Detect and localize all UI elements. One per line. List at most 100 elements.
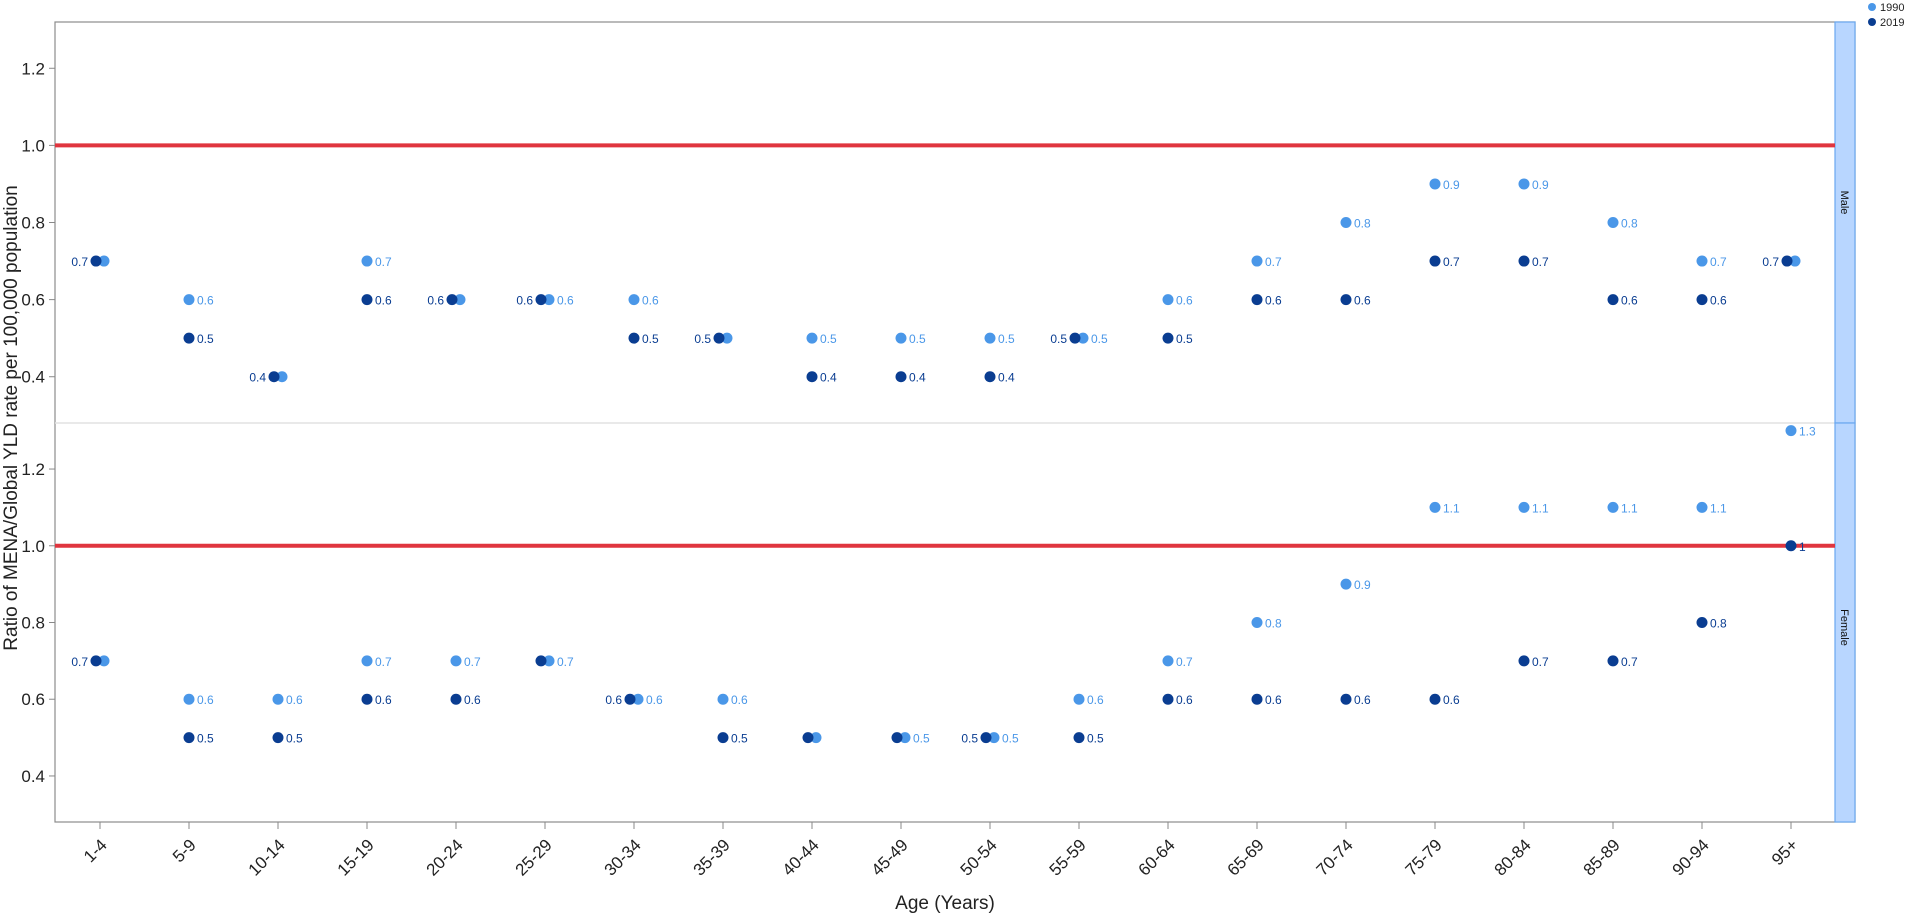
x-tick-label: 75-79: [1402, 835, 1446, 879]
x-tick-label: 55-59: [1046, 835, 1090, 879]
point-male-2019: [1781, 255, 1793, 267]
data-label-female-2019: 0.5: [1087, 732, 1104, 746]
data-label-male-1990: 0.6: [197, 294, 214, 308]
data-label-female-2019: 0.6: [605, 693, 622, 707]
point-female-2019: [1162, 693, 1174, 705]
point-female-2019: [980, 732, 992, 744]
data-label-female-2019: 0.6: [375, 693, 392, 707]
point-male-1990: [543, 294, 555, 306]
point-female-1990: [1429, 501, 1441, 513]
point-female-1990: [1696, 501, 1708, 513]
data-label-female-1990: 0.5: [1002, 732, 1019, 746]
chart-marks: 0.6 0.7 0.6 0.6 0.5 0.5 0.5 0.5 0.6 0.7 0.8 0.9 0.9 0…: [71, 178, 1816, 746]
point-female-1990: [98, 655, 110, 667]
point-female-1990: [450, 655, 462, 667]
data-label-female-2019: 0.8: [1710, 617, 1727, 631]
point-female-1990: [272, 693, 284, 705]
data-label-male-2019: 0.6: [375, 294, 392, 308]
y-axes: 0.4 0.6 0.8 1.0 1.2 0.4 0.6 0.8 1.0 1.2: [21, 59, 55, 786]
strip-label-female: Female: [1838, 609, 1850, 646]
point-male-2019: [268, 371, 280, 383]
point-male-2019: [1696, 294, 1708, 306]
point-male-1990: [984, 332, 996, 344]
point-female-2019: [802, 732, 814, 744]
data-label-male-2019: 0.7: [1762, 255, 1779, 269]
data-label-male-1990: 0.7: [1265, 255, 1282, 269]
data-label-female-2019: 0.6: [1265, 693, 1282, 707]
point-female-1990: [1162, 655, 1174, 667]
x-tick-label: 10-14: [245, 835, 289, 879]
data-label-female-1990: 0.6: [197, 693, 214, 707]
data-label-male-2019: 0.5: [642, 332, 659, 346]
x-tick-label: 25-29: [512, 835, 556, 879]
point-female-1990: [1073, 693, 1085, 705]
x-tick-label: 30-34: [601, 835, 645, 879]
data-label-male-1990: 0.9: [1443, 178, 1460, 192]
data-label-female-1990: 0.7: [1176, 655, 1193, 669]
point-male-1990: [276, 371, 288, 383]
data-label-female-2019: 0.5: [731, 732, 748, 746]
point-male-2019: [1162, 332, 1174, 344]
point-male-2019: [535, 294, 547, 306]
data-label-female-2019: 0.5: [286, 732, 303, 746]
point-male-2019: [984, 371, 996, 383]
point-female-2019: [1696, 617, 1708, 628]
data-label-female-2019: 0.6: [1176, 693, 1193, 707]
data-label-female-1990: 0.7: [375, 655, 392, 669]
data-label-female-1990: 0.7: [464, 655, 481, 669]
point-male-1990: [98, 255, 110, 267]
y-tick-label: 0.4: [21, 767, 45, 786]
y-tick-label: 0.8: [21, 614, 45, 633]
x-tick-label: 50-54: [957, 835, 1001, 879]
data-label-male-2019: 0.4: [249, 371, 266, 385]
point-female-2019: [1073, 732, 1085, 744]
y-tick-label: 0.4: [21, 368, 45, 387]
point-male-1990: [1518, 178, 1530, 190]
point-female-1990: [1785, 425, 1797, 437]
data-label-male-2019: 0.6: [1710, 294, 1727, 308]
point-female-1990: [1607, 501, 1619, 513]
y-tick-label: 0.6: [21, 291, 45, 310]
point-male-1990: [895, 332, 907, 344]
point-male-2019: [1429, 255, 1441, 267]
point-male-2019: [1518, 255, 1530, 267]
point-female-1990: [899, 732, 911, 744]
data-label-male-1990: 0.6: [1176, 294, 1193, 308]
data-label-male-1990: 0.5: [1091, 332, 1108, 346]
plot-frame: [54, 21, 1856, 823]
strip-box-female: [1834, 422, 1856, 823]
point-male-2019: [713, 332, 725, 344]
point-male-1990: [183, 294, 195, 306]
data-label-male-2019: 0.7: [71, 255, 88, 269]
point-female-2019: [1607, 655, 1619, 667]
point-female-2019: [1340, 693, 1352, 705]
point-male-2019: [895, 371, 907, 383]
point-female-1990: [632, 693, 644, 705]
point-male-2019: [806, 371, 818, 383]
data-label-female-1990: 0.8: [1265, 617, 1282, 631]
point-male-2019: [1607, 294, 1619, 306]
data-label-male-1990: 0.5: [998, 332, 1015, 346]
x-tick-label: 1-4: [80, 835, 111, 866]
point-female-2019: [535, 655, 547, 667]
x-tick-label: 45-49: [868, 835, 912, 879]
data-label-female-2019: 0.6: [464, 693, 481, 707]
point-female-2019: [90, 655, 102, 667]
x-tick-label: 20-24: [423, 835, 467, 879]
x-tick-label: 35-39: [690, 835, 734, 879]
y-axis-title: Ratio of MENA/Global YLD rate per 100,00…: [1, 185, 22, 650]
data-label-male-2019: 0.6: [1354, 294, 1371, 308]
point-female-2019: [624, 693, 636, 705]
point-male-2019: [361, 294, 373, 306]
point-female-2019: [891, 732, 903, 744]
x-tick-label: 85-89: [1580, 835, 1624, 879]
data-label-male-1990: 0.6: [557, 294, 574, 308]
legend: 1990 2019: [1868, 2, 1904, 29]
strip-box-male: [1834, 21, 1856, 424]
point-male-2019: [90, 255, 102, 267]
data-label-male-2019: 0.6: [1265, 294, 1282, 308]
point-female-2019: [1785, 540, 1797, 552]
x-tick-label: 70-74: [1313, 835, 1357, 879]
